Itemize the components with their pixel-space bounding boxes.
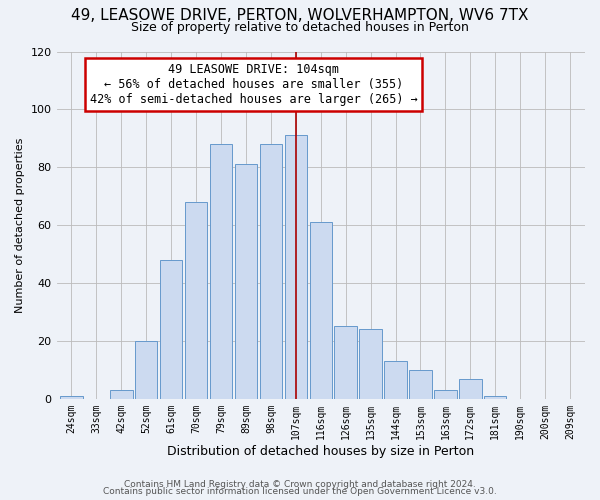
Bar	[135, 341, 157, 399]
Text: Contains public sector information licensed under the Open Government Licence v3: Contains public sector information licen…	[103, 488, 497, 496]
Bar	[459, 378, 482, 399]
Bar	[359, 330, 382, 399]
Bar	[260, 144, 282, 399]
Bar	[334, 326, 357, 399]
Bar	[484, 396, 506, 399]
Bar	[160, 260, 182, 399]
Bar	[284, 136, 307, 399]
Bar	[210, 144, 232, 399]
Bar	[409, 370, 431, 399]
Bar	[235, 164, 257, 399]
Text: 49 LEASOWE DRIVE: 104sqm
← 56% of detached houses are smaller (355)
42% of semi-: 49 LEASOWE DRIVE: 104sqm ← 56% of detach…	[89, 63, 418, 106]
Bar	[60, 396, 83, 399]
Text: Size of property relative to detached houses in Perton: Size of property relative to detached ho…	[131, 21, 469, 34]
Y-axis label: Number of detached properties: Number of detached properties	[15, 138, 25, 313]
Bar	[110, 390, 133, 399]
Text: Contains HM Land Registry data © Crown copyright and database right 2024.: Contains HM Land Registry data © Crown c…	[124, 480, 476, 489]
Text: 49, LEASOWE DRIVE, PERTON, WOLVERHAMPTON, WV6 7TX: 49, LEASOWE DRIVE, PERTON, WOLVERHAMPTON…	[71, 8, 529, 22]
Bar	[185, 202, 208, 399]
X-axis label: Distribution of detached houses by size in Perton: Distribution of detached houses by size …	[167, 444, 475, 458]
Bar	[385, 361, 407, 399]
Bar	[310, 222, 332, 399]
Bar	[434, 390, 457, 399]
